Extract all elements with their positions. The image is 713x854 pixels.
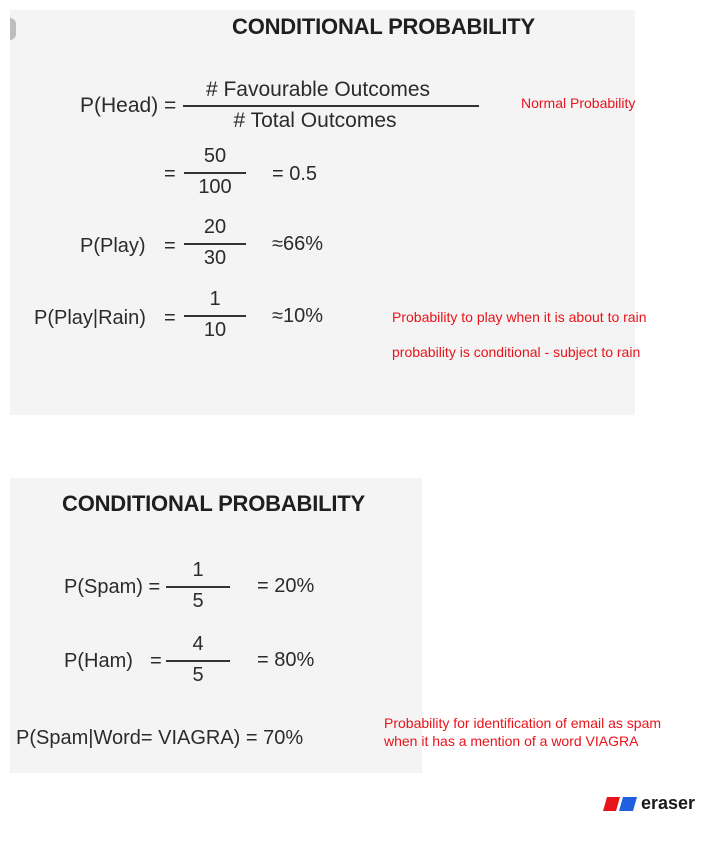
- p-play-label: P(Play): [80, 235, 146, 257]
- p-ham-equals: =: [150, 650, 162, 672]
- p-play-fraction-bar: [184, 243, 246, 245]
- p-head-fraction-bar: [183, 105, 479, 107]
- p-head-denominator-value: 100: [198, 176, 232, 198]
- panel2-title: CONDITIONAL PROBABILITY: [62, 491, 365, 516]
- p-spam-numerator: 1: [192, 559, 204, 581]
- p-play-rain-numerator: 1: [209, 288, 221, 310]
- spam-identification-note-line1: Probability for identification of email …: [384, 715, 662, 731]
- p-ham-label: P(Ham): [64, 650, 133, 672]
- p-play-rain-result: ≈10%: [272, 305, 324, 327]
- play-rain-note-line2: probability is conditional - subject to …: [392, 344, 641, 360]
- p-play-rain-equals: =: [164, 307, 176, 329]
- p-play-rain-fraction-bar: [184, 315, 246, 317]
- p-spam-label: P(Spam) =: [64, 576, 161, 598]
- spam-identification-note-line2: when it has a mention of a word VIAGRA: [384, 733, 639, 749]
- p-spam-denominator: 5: [192, 590, 204, 612]
- play-rain-note-line1: Probability to play when it is about to …: [392, 309, 647, 325]
- p-spam-given-word-equation: P(Spam|Word= VIAGRA) = 70%: [16, 727, 304, 749]
- eraser-logo-icon: [603, 797, 637, 811]
- normal-probability-note: Normal Probability: [521, 95, 636, 111]
- conditional-probability-panel-2: [10, 478, 422, 773]
- p-play-denominator: 30: [203, 247, 227, 269]
- p-head-value-fraction-bar: [184, 172, 246, 174]
- p-spam-result: = 20%: [257, 575, 315, 597]
- p-head-label: P(Head) =: [80, 94, 177, 117]
- p-head-numerator: # Favourable Outcomes: [205, 78, 431, 101]
- p-play-result: ≈66%: [272, 233, 324, 255]
- p-head-numerator-value: 50: [203, 145, 227, 167]
- conditional-probability-panel-1: [10, 10, 635, 415]
- p-head-denominator: # Total Outcomes: [233, 109, 397, 132]
- p-spam-fraction-bar: [166, 586, 230, 588]
- p-ham-numerator: 4: [192, 633, 204, 655]
- p-head-equals: =: [164, 163, 176, 185]
- p-play-rain-denominator: 10: [203, 319, 227, 341]
- p-play-numerator: 20: [203, 216, 227, 238]
- panel-corner-tab: [10, 18, 16, 40]
- p-play-equals: =: [164, 235, 176, 257]
- p-head-result: = 0.5: [272, 163, 318, 185]
- p-ham-denominator: 5: [192, 664, 204, 686]
- p-play-rain-label: P(Play|Rain): [34, 307, 146, 329]
- eraser-logo-text: eraser: [641, 793, 696, 813]
- p-ham-result: = 80%: [257, 649, 315, 671]
- panel1-title: CONDITIONAL PROBABILITY: [232, 14, 535, 39]
- p-ham-fraction-bar: [166, 660, 230, 662]
